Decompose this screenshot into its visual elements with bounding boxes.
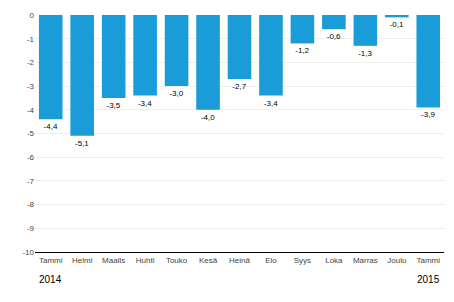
svg-text:-6: -6 xyxy=(27,153,35,162)
svg-text:-2,7: -2,7 xyxy=(232,82,246,91)
svg-text:Kesä: Kesä xyxy=(199,256,218,265)
svg-text:Helmi: Helmi xyxy=(72,256,93,265)
svg-text:Marras: Marras xyxy=(353,256,378,265)
svg-text:Touko: Touko xyxy=(166,256,188,265)
svg-text:Joulu: Joulu xyxy=(387,256,406,265)
svg-text:Tammi: Tammi xyxy=(416,256,440,265)
svg-text:-0,6: -0,6 xyxy=(327,32,341,41)
svg-text:-1: -1 xyxy=(27,35,35,44)
svg-text:-4,0: -4,0 xyxy=(201,113,215,122)
svg-text:Loka: Loka xyxy=(325,256,343,265)
svg-text:-3,9: -3,9 xyxy=(421,110,435,119)
svg-text:-1,2: -1,2 xyxy=(295,46,309,55)
svg-text:-3: -3 xyxy=(27,82,35,91)
svg-text:Heinä: Heinä xyxy=(229,256,250,265)
svg-text:-3,0: -3,0 xyxy=(169,89,183,98)
svg-text:0: 0 xyxy=(30,11,35,20)
svg-text:-7: -7 xyxy=(27,177,35,186)
svg-text:-3,5: -3,5 xyxy=(106,101,120,110)
svg-text:2014: 2014 xyxy=(39,274,62,285)
svg-text:-10: -10 xyxy=(22,248,34,257)
svg-text:Elo: Elo xyxy=(265,256,277,265)
svg-text:-5: -5 xyxy=(27,129,35,138)
svg-text:Syys: Syys xyxy=(294,256,311,265)
svg-text:2015: 2015 xyxy=(417,274,440,285)
svg-text:Tammi: Tammi xyxy=(39,256,63,265)
svg-text:-5,1: -5,1 xyxy=(75,139,89,148)
svg-text:-3,4: -3,4 xyxy=(264,99,278,108)
svg-text:-9: -9 xyxy=(27,224,35,233)
svg-text:Huhti: Huhti xyxy=(136,256,155,265)
svg-text:-4,4: -4,4 xyxy=(44,122,58,131)
svg-text:-2: -2 xyxy=(27,58,35,67)
svg-text:-0,1: -0,1 xyxy=(390,20,404,29)
svg-text:-3,4: -3,4 xyxy=(138,99,152,108)
svg-text:-1,3: -1,3 xyxy=(358,49,372,58)
svg-text:-8: -8 xyxy=(27,200,35,209)
svg-text:Maalis: Maalis xyxy=(102,256,125,265)
svg-text:-4: -4 xyxy=(27,106,35,115)
